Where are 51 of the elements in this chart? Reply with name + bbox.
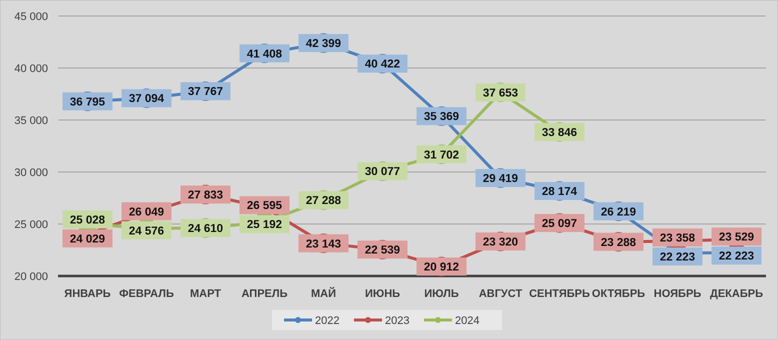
data-label: 23 143 (306, 238, 342, 250)
y-tick-label: 30 000 (14, 167, 48, 179)
x-tick-label: МАЙ (310, 287, 336, 300)
legend-label: 2023 (385, 315, 410, 327)
y-tick-label: 25 000 (14, 219, 48, 231)
data-label: 27 288 (306, 195, 342, 208)
data-label: 31 702 (424, 149, 460, 162)
data-label: 28 174 (542, 186, 578, 198)
data-label: 26 219 (600, 206, 636, 218)
x-tick-label: НОЯБРЬ (654, 288, 702, 300)
data-label: 23 320 (482, 236, 518, 248)
legend-label: 2024 (455, 315, 480, 327)
data-label: 23 358 (660, 232, 696, 244)
data-label: 23 288 (600, 236, 637, 249)
x-tick-label: ИЮНЬ (364, 288, 400, 300)
data-label: 33 846 (542, 127, 578, 139)
data-label: 30 077 (364, 166, 400, 178)
data-label: 41 408 (246, 48, 283, 60)
data-label: 29 419 (482, 173, 518, 186)
x-tick-label: ЯНВАРЬ (64, 288, 111, 300)
y-tick-label: 45 000 (14, 11, 48, 23)
data-label: 22 223 (660, 251, 696, 264)
data-label: 22 539 (364, 244, 400, 257)
data-label: 40 422 (364, 58, 400, 71)
data-label: 24 576 (128, 225, 164, 238)
x-tick-label: ДЕКАБРЬ (710, 288, 764, 300)
data-label: 24 610 (188, 223, 224, 236)
data-label: 24 029 (70, 233, 106, 246)
x-tick-label: ОКТЯБРЬ (592, 288, 646, 300)
y-tick-label: 35 000 (14, 115, 48, 127)
data-label: 25 097 (542, 218, 578, 230)
x-tick-label: АВГУСТ (478, 288, 522, 300)
data-label: 20 912 (424, 262, 460, 274)
data-label: 37 094 (128, 93, 165, 106)
data-label: 27 833 (188, 190, 224, 202)
x-tick-label: СЕНТЯБРЬ (529, 288, 590, 300)
legend-label: 2022 (315, 315, 340, 327)
data-label: 26 049 (128, 206, 164, 218)
x-tick-label: АПРЕЛЬ (241, 288, 288, 300)
y-tick-label: 40 000 (14, 63, 48, 75)
data-label: 26 595 (246, 200, 283, 212)
data-label: 37 653 (482, 87, 518, 100)
data-label: 36 795 (70, 96, 106, 108)
data-label: 42 399 (306, 38, 342, 50)
x-tick-label: ФЕВРАЛЬ (119, 288, 174, 300)
data-label: 37 767 (188, 86, 224, 98)
data-label: 22 223 (718, 250, 754, 263)
data-label: 35 369 (424, 111, 460, 124)
x-tick-label: МАРТ (190, 288, 222, 300)
y-tick-label: 20 000 (14, 271, 48, 283)
x-tick-label: ИЮЛЬ (424, 288, 459, 300)
